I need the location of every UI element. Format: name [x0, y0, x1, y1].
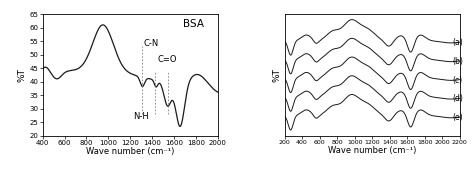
Text: (a): (a) — [453, 38, 464, 47]
Text: (c): (c) — [453, 76, 463, 85]
Text: (b): (b) — [453, 57, 464, 66]
Y-axis label: %T: %T — [273, 68, 282, 82]
Text: (e): (e) — [453, 113, 464, 122]
X-axis label: Wave number (cm⁻¹): Wave number (cm⁻¹) — [328, 146, 416, 155]
Text: (d): (d) — [453, 94, 464, 103]
X-axis label: Wave number (cm⁻¹): Wave number (cm⁻¹) — [86, 147, 174, 156]
Text: C=O: C=O — [158, 55, 177, 64]
Text: C-N: C-N — [144, 39, 159, 48]
Text: BSA: BSA — [183, 20, 204, 29]
Text: N-H: N-H — [134, 112, 149, 121]
Y-axis label: %T: %T — [18, 68, 27, 82]
